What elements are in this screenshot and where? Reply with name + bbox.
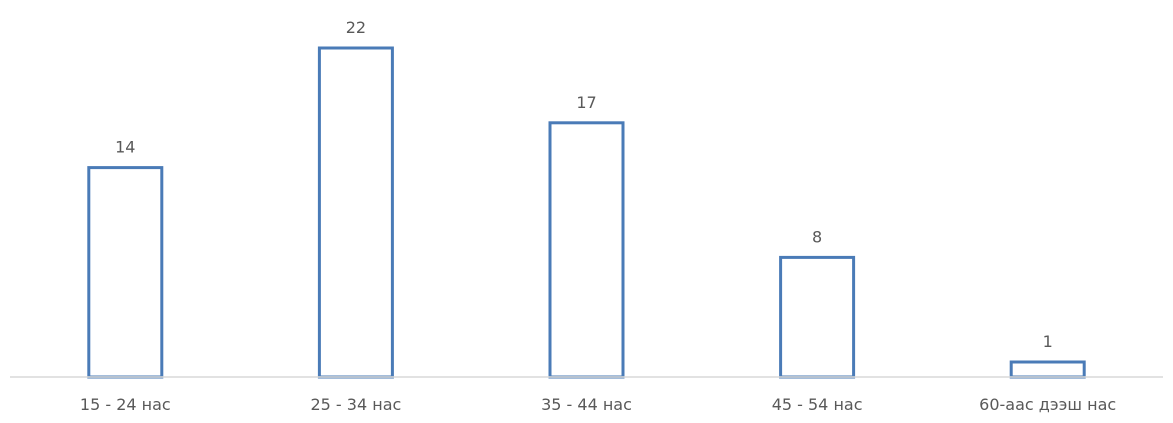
x-tick-label: 25 - 34 нас [310,395,401,414]
x-tick-label: 35 - 44 нас [541,395,632,414]
bar [317,46,394,379]
data-label: 14 [115,138,135,157]
bar [779,255,856,379]
bar [548,121,625,379]
bar [1009,360,1086,379]
x-tick-labels-layer: 15 - 24 нас 25 - 34 нас 35 - 44 нас 45 - 54… [80,395,1116,414]
data-labels-layer: 14 22 17 8 1 [115,18,1053,351]
x-tick-label: 60-аас дээш нас [979,395,1116,414]
data-label: 8 [812,227,822,246]
data-label: 1 [1043,332,1053,351]
bar [87,166,164,379]
bars-layer [87,46,1086,379]
data-label: 22 [346,18,366,37]
x-tick-label: 15 - 24 нас [80,395,171,414]
data-label: 17 [576,93,596,112]
x-tick-label: 45 - 54 нас [772,395,863,414]
